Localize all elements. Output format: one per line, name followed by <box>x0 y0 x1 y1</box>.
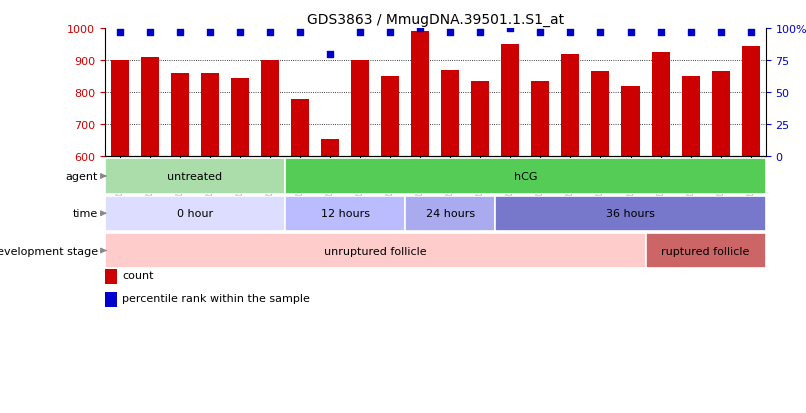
Bar <box>105 159 285 194</box>
Point <box>234 29 247 36</box>
Point <box>564 29 577 36</box>
Point <box>624 29 637 36</box>
Bar <box>441 71 459 157</box>
Text: percentile rank within the sample: percentile rank within the sample <box>122 294 310 304</box>
Title: GDS3863 / MmugDNA.39501.1.S1_at: GDS3863 / MmugDNA.39501.1.S1_at <box>306 12 564 26</box>
Bar <box>201 74 219 157</box>
Bar <box>405 196 496 231</box>
Bar <box>171 74 189 157</box>
Bar <box>291 99 309 157</box>
Point <box>684 29 697 36</box>
Bar <box>501 45 519 157</box>
Text: unruptured follicle: unruptured follicle <box>324 246 426 256</box>
Point <box>384 29 397 36</box>
Point <box>264 29 276 36</box>
Point <box>413 26 426 32</box>
Point <box>744 29 757 36</box>
Bar <box>472 82 489 157</box>
Point <box>354 29 367 36</box>
Text: ruptured follicle: ruptured follicle <box>662 246 750 256</box>
Bar <box>742 47 760 157</box>
Bar <box>231 78 249 157</box>
Text: count: count <box>122 271 153 280</box>
Text: 36 hours: 36 hours <box>606 209 655 219</box>
Bar <box>411 32 430 157</box>
Text: time: time <box>73 209 98 219</box>
Bar <box>381 77 399 157</box>
Text: untreated: untreated <box>168 171 222 182</box>
Bar <box>285 159 766 194</box>
Bar <box>496 196 766 231</box>
Text: 12 hours: 12 hours <box>321 209 370 219</box>
Bar <box>105 196 285 231</box>
Text: agent: agent <box>66 171 98 182</box>
Bar <box>285 196 405 231</box>
Point <box>504 26 517 32</box>
Text: 24 hours: 24 hours <box>426 209 475 219</box>
Point <box>293 29 306 36</box>
Bar <box>651 53 670 157</box>
Bar <box>105 269 117 284</box>
Text: development stage: development stage <box>0 246 98 256</box>
Point <box>654 29 667 36</box>
Text: hCG: hCG <box>513 171 537 182</box>
Bar <box>321 139 339 157</box>
Bar <box>592 72 609 157</box>
Bar <box>562 55 580 157</box>
Bar <box>351 61 369 157</box>
Text: 0 hour: 0 hour <box>177 209 213 219</box>
Bar <box>646 233 766 268</box>
Bar <box>110 61 129 157</box>
Bar <box>105 233 646 268</box>
Bar <box>141 58 159 157</box>
Bar <box>621 86 639 157</box>
Point <box>173 29 186 36</box>
Point <box>114 29 127 36</box>
Point <box>444 29 457 36</box>
Bar <box>712 72 729 157</box>
Bar <box>261 61 279 157</box>
Bar <box>105 293 117 307</box>
Bar <box>531 82 550 157</box>
Point <box>534 29 546 36</box>
Point <box>143 29 156 36</box>
Point <box>203 29 216 36</box>
Bar <box>682 77 700 157</box>
Point <box>474 29 487 36</box>
Point <box>324 51 337 58</box>
Point <box>714 29 727 36</box>
Point <box>594 29 607 36</box>
